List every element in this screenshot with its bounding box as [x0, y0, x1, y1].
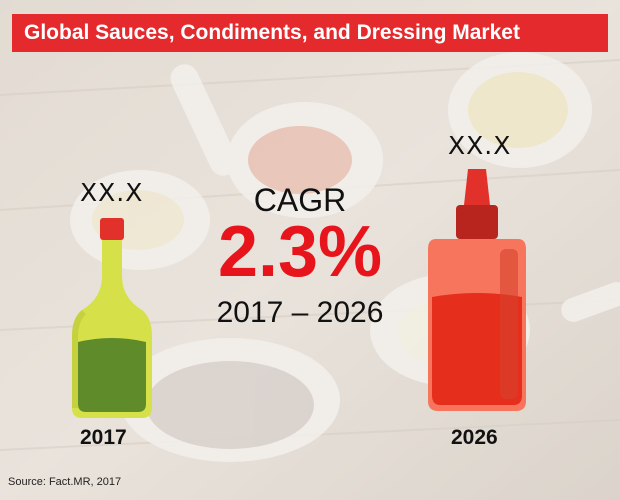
- value-label-2017: XX.X: [80, 178, 144, 207]
- cagr-label: CAGR: [253, 182, 347, 218]
- category-label-2017: 2017: [80, 426, 127, 449]
- source-note: Source: Fact.MR, 2017: [8, 476, 122, 488]
- category-label-2026: 2026: [451, 426, 498, 449]
- cagr-period: 2017 – 2026: [216, 296, 384, 329]
- cagr-value: 2.3%: [217, 212, 383, 292]
- value-label-2026: XX.X: [448, 131, 512, 160]
- chart-title: Global Sauces, Condiments, and Dressing …: [12, 14, 608, 52]
- ketchup-squeeze-bottle-icon: [428, 169, 526, 411]
- sauce-bottle-glass-icon: [72, 218, 152, 418]
